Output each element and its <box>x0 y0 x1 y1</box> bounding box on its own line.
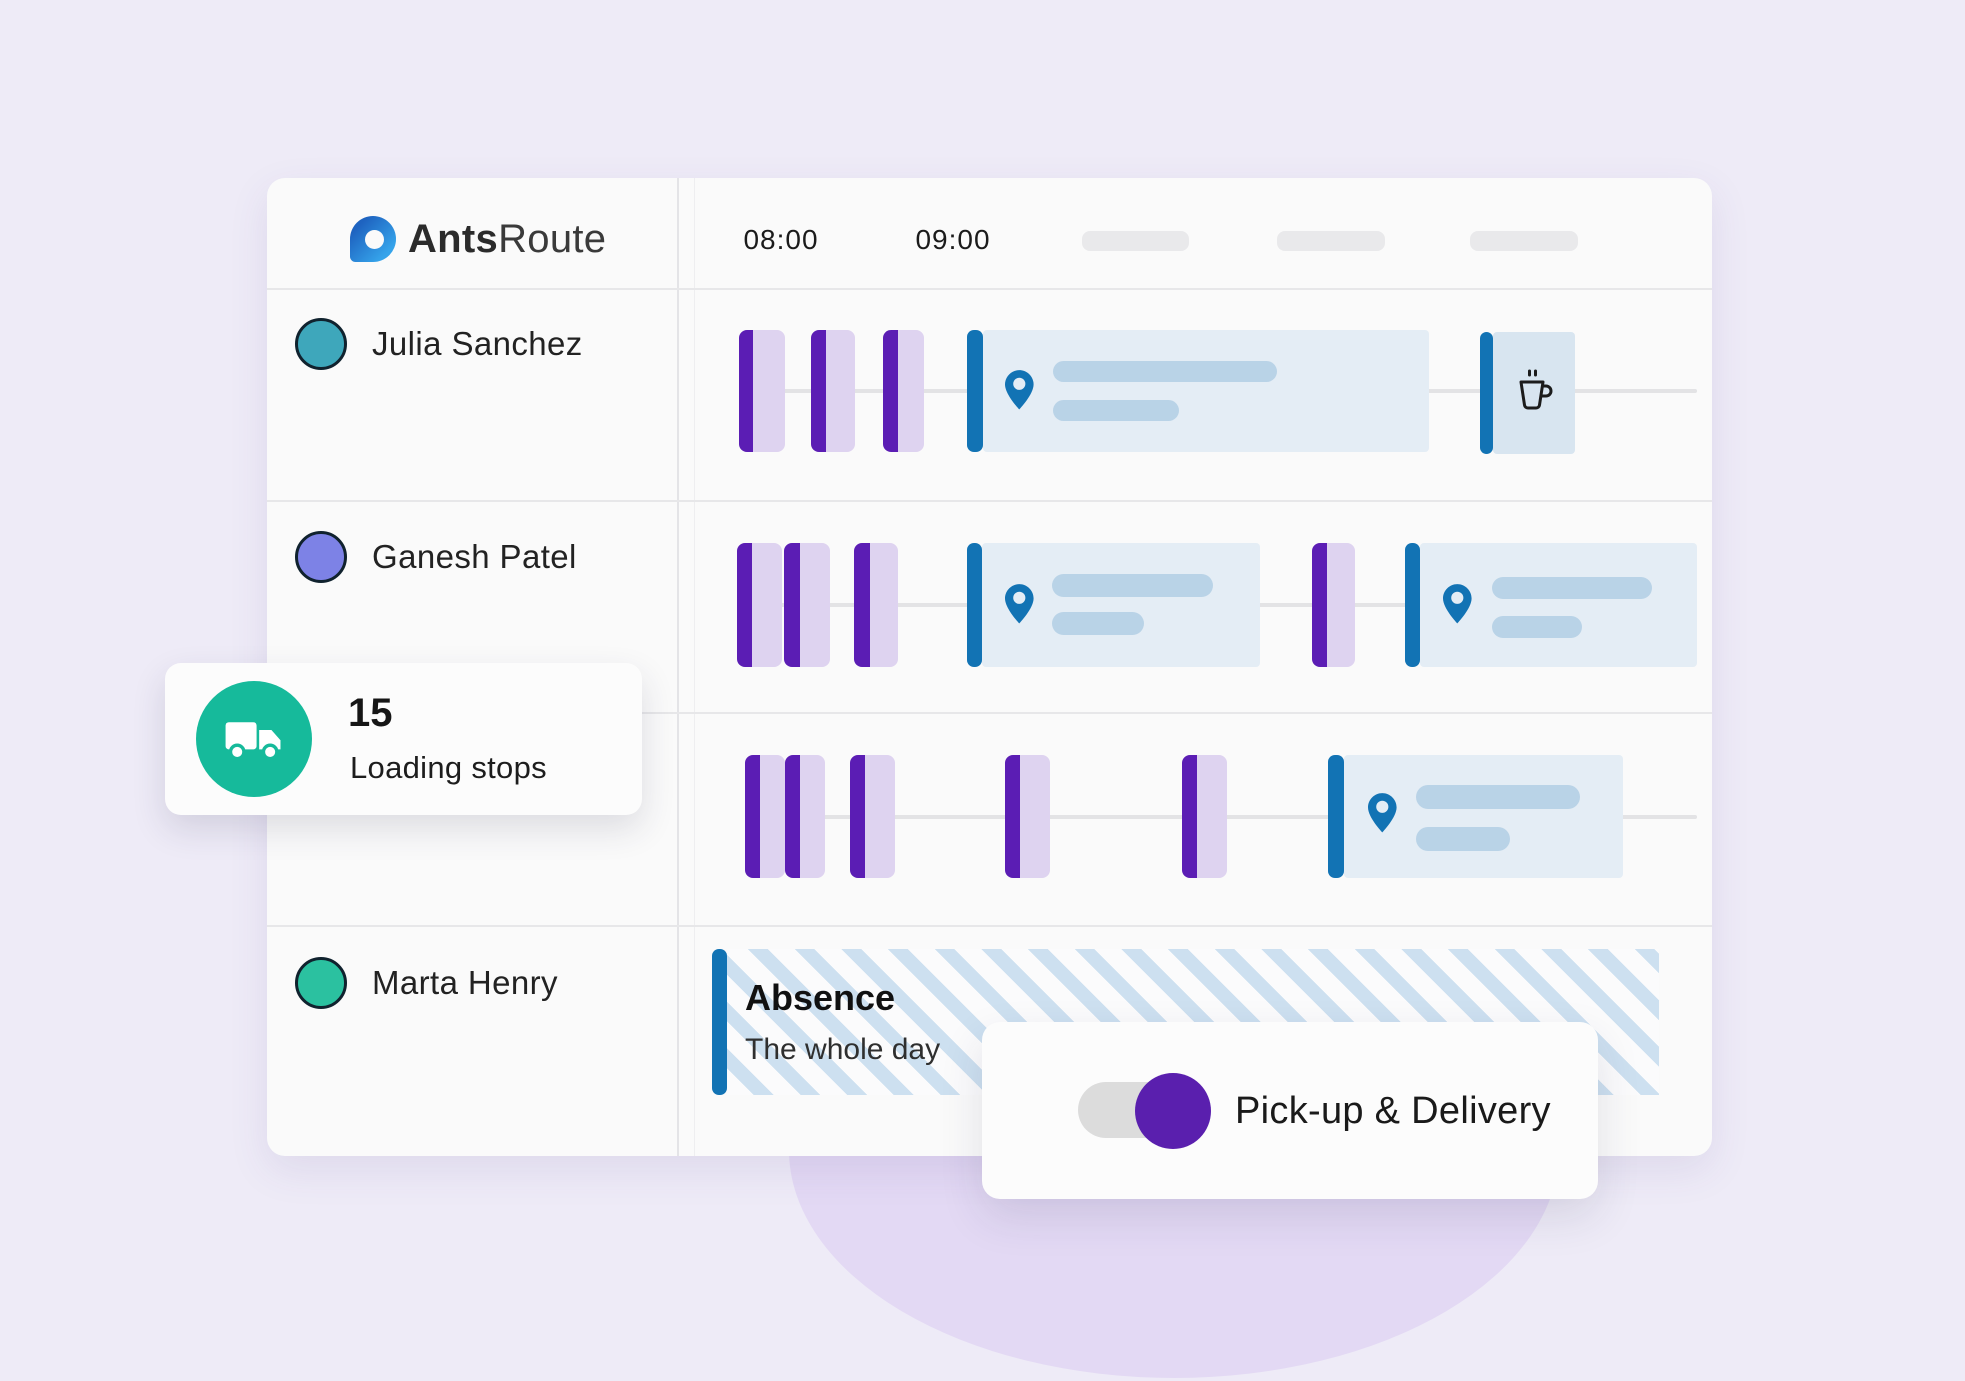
absence-subtitle: The whole day <box>745 1033 941 1066</box>
route-stop-bar[interactable] <box>745 755 785 878</box>
route-stop-bar[interactable] <box>1182 755 1227 878</box>
route-stop-bar[interactable] <box>883 330 924 452</box>
avatar <box>295 318 347 370</box>
map-pin-icon <box>1368 793 1397 838</box>
driver-name: Marta Henry <box>372 964 558 1001</box>
service-block[interactable] <box>967 330 1429 452</box>
pickup-delivery-card: Pick-up & Delivery <box>982 1022 1598 1199</box>
row-divider <box>267 288 1712 290</box>
toggle-knob[interactable] <box>1135 1073 1211 1149</box>
time-label: 08:00 <box>743 224 819 255</box>
row-divider <box>267 925 1712 927</box>
skeleton-line <box>1416 827 1510 851</box>
service-block[interactable] <box>967 543 1260 667</box>
skeleton-line <box>1052 574 1213 597</box>
service-edge <box>967 330 983 452</box>
time-placeholder <box>1082 231 1189 251</box>
absence-edge <box>712 949 727 1095</box>
map-pin-icon <box>1005 370 1034 415</box>
column-divider <box>677 178 679 1156</box>
service-block[interactable] <box>1328 755 1623 878</box>
driver-name: Julia Sanchez <box>372 325 583 362</box>
pickup-delivery-label: Pick-up & Delivery <box>1235 1090 1551 1132</box>
absence-title: Absence <box>745 977 896 1018</box>
service-edge <box>1328 755 1344 878</box>
break-edge <box>1480 332 1493 454</box>
skeleton-line <box>1492 577 1652 599</box>
skeleton-line <box>1053 361 1277 382</box>
map-pin-icon <box>1443 584 1472 629</box>
service-block[interactable] <box>1405 543 1697 667</box>
route-stop-bar[interactable] <box>739 330 785 452</box>
break-block[interactable] <box>1480 332 1575 454</box>
route-stop-bar[interactable] <box>1005 755 1050 878</box>
row-divider <box>267 500 1712 502</box>
route-stop-bar[interactable] <box>854 543 898 667</box>
service-edge <box>1405 543 1420 667</box>
coffee-cup-icon <box>1514 368 1554 419</box>
driver-name: Ganesh Patel <box>372 538 577 575</box>
time-label: 09:00 <box>915 224 991 255</box>
time-placeholder <box>1470 231 1578 251</box>
skeleton-line <box>1416 785 1580 809</box>
avatar <box>295 531 347 583</box>
map-pin-icon <box>1005 584 1034 629</box>
break-body <box>1493 332 1575 454</box>
antsroute-logo-icon <box>350 216 396 262</box>
truck-badge <box>196 681 312 797</box>
loading-stops-label: Loading stops <box>350 750 547 785</box>
route-stop-bar[interactable] <box>784 543 830 667</box>
service-edge <box>967 543 982 667</box>
skeleton-line <box>1053 400 1179 421</box>
route-stop-bar[interactable] <box>850 755 895 878</box>
loading-stops-card: 15 Loading stops <box>165 663 642 815</box>
skeleton-line <box>1492 616 1582 638</box>
truck-icon <box>225 722 281 761</box>
antsroute-logo-text: AntsRoute <box>408 216 607 261</box>
route-stop-bar[interactable] <box>1312 543 1355 667</box>
route-stop-bar[interactable] <box>785 755 825 878</box>
route-stop-bar[interactable] <box>811 330 855 452</box>
antsroute-logo: AntsRoute <box>350 216 606 262</box>
skeleton-line <box>1052 612 1144 635</box>
route-stop-bar[interactable] <box>737 543 782 667</box>
row-divider <box>267 712 1712 714</box>
timeline-start-line <box>694 178 695 1156</box>
loading-stops-count: 15 <box>348 691 393 735</box>
service-body <box>983 330 1429 452</box>
time-placeholder <box>1277 231 1385 251</box>
avatar <box>295 957 347 1009</box>
